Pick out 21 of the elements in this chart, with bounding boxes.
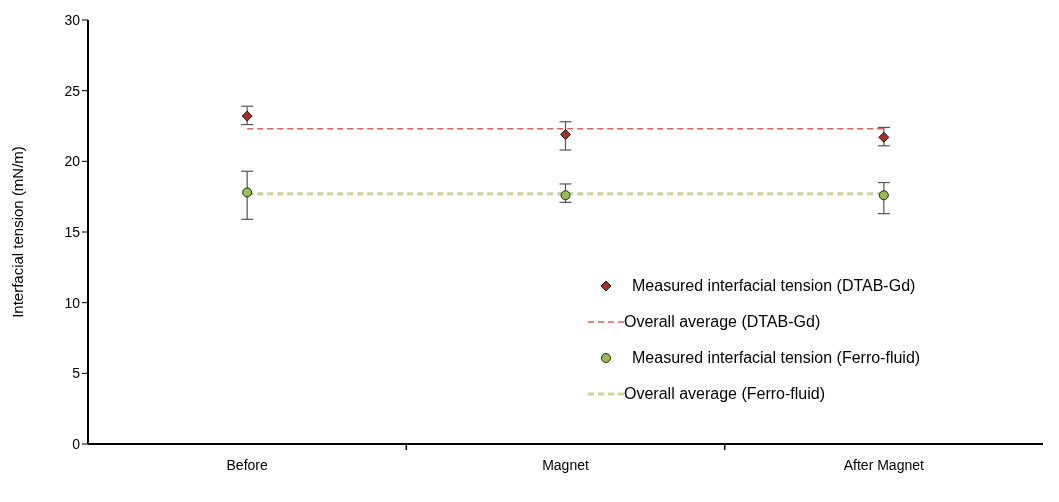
- y-tick-label: 15: [64, 223, 81, 240]
- y-tick-label: 5: [72, 365, 81, 382]
- point: [878, 190, 889, 201]
- y-tick-label: 10: [64, 294, 81, 311]
- y-tick-label: 20: [64, 153, 81, 170]
- point: [241, 110, 253, 122]
- y-tick-label: 0: [72, 435, 81, 452]
- x-tick-label: Magnet: [542, 457, 589, 473]
- x-tick-label: After Magnet: [843, 457, 925, 473]
- y-tick-label: 30: [64, 11, 81, 28]
- legend-label: Measured interfacial tension (Ferro-fluid): [632, 349, 921, 367]
- point: [878, 131, 890, 143]
- legend-label: Overall average (Ferro-fluid): [624, 385, 825, 403]
- y-axis-title: Interfacial tension (mN/m): [9, 146, 27, 318]
- point: [560, 190, 571, 201]
- legend-label: Measured interfacial tension (DTAB-Gd): [632, 277, 916, 295]
- point: [242, 187, 253, 198]
- legend-label: Overall average (DTAB-Gd): [624, 313, 821, 331]
- point: [560, 129, 571, 140]
- x-tick-label: Before: [226, 457, 268, 473]
- y-tick-label: 25: [64, 82, 81, 99]
